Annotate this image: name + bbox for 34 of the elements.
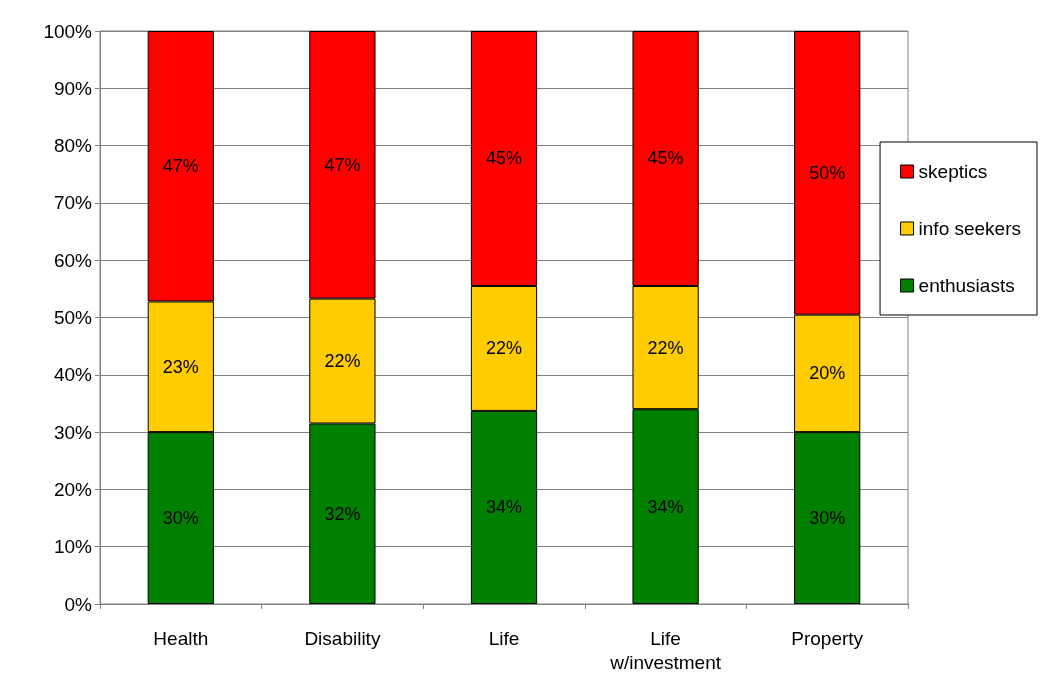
x-tick-label: Life (488, 627, 520, 649)
y-tick-label: 50% (53, 307, 93, 328)
data-label: 47% (162, 156, 199, 177)
data-label: 30% (162, 508, 199, 529)
data-label: 20% (809, 363, 846, 384)
data-label: 34% (647, 496, 684, 517)
y-tick-label: 90% (53, 77, 93, 99)
y-tick-label: 40% (53, 364, 93, 386)
legend-label: enthusiasts (918, 275, 1015, 296)
x-tick-label: Health (153, 627, 209, 649)
y-tick-label: 100% (43, 20, 93, 42)
y-tick-label: 0% (64, 593, 93, 615)
data-label: 50% (809, 162, 846, 183)
data-label: 23% (162, 356, 199, 377)
y-tick-label: 10% (53, 536, 93, 558)
data-label: 22% (324, 351, 361, 372)
x-tick-label: Disability (304, 627, 381, 649)
data-label: 47% (324, 154, 361, 175)
data-label: 22% (485, 338, 523, 359)
x-tick-label: Life w/investment (609, 627, 722, 673)
data-label: 22% (647, 337, 684, 358)
y-tick-label: 30% (53, 421, 93, 443)
legend-label: skeptics (918, 161, 988, 182)
y-tick-label: 60% (53, 249, 93, 271)
data-label: 34% (485, 497, 523, 518)
data-label: 45% (485, 148, 523, 169)
y-tick-label: 20% (53, 478, 93, 500)
y-tick-label: 80% (53, 135, 93, 157)
data-label: 30% (809, 508, 846, 529)
x-tick-label: Property (791, 627, 864, 649)
legend-label: info seekers (918, 218, 1022, 239)
data-label: 32% (324, 503, 361, 524)
data-label: 45% (647, 148, 684, 169)
y-tick-label: 70% (53, 192, 93, 214)
